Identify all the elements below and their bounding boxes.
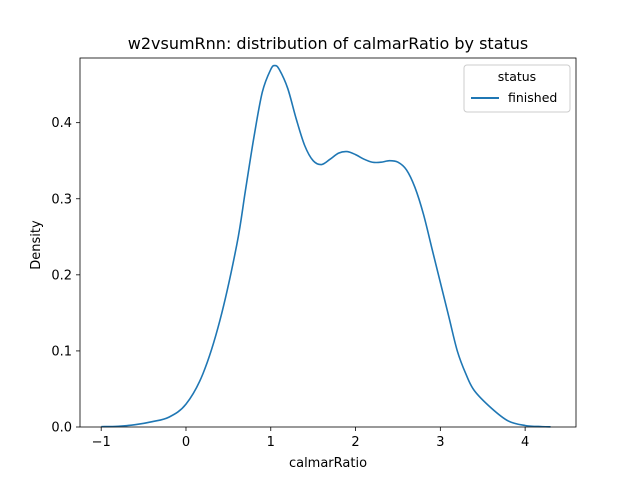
legend-label-finished: finished [508, 90, 557, 105]
legend: status finished [463, 64, 571, 113]
y-tick-label: 0.3 [51, 192, 72, 207]
x-tick-label: 1 [267, 435, 275, 450]
x-axis-ticks: −1 0 1 2 3 4 [92, 427, 529, 450]
x-tick-label: 2 [351, 435, 359, 450]
y-axis-ticks: 0.0 0.1 0.2 0.3 0.4 [51, 116, 80, 436]
density-line-finished [101, 64, 551, 428]
y-tick-label: 0.2 [51, 268, 72, 283]
x-tick-label: 0 [182, 435, 190, 450]
legend-title: status [498, 69, 536, 84]
x-axis-label: calmarRatio [289, 456, 367, 471]
plot-frame [79, 57, 577, 428]
legend-box [463, 64, 571, 113]
y-tick-label: 0.4 [51, 116, 72, 131]
y-axis-label: Density [29, 220, 44, 270]
y-tick-label: 0.1 [51, 344, 72, 359]
x-tick-label: 4 [521, 435, 529, 450]
chart-title: w2vsumRnn: distribution of calmarRatio b… [128, 34, 529, 53]
x-tick-label: 3 [436, 435, 444, 450]
x-tick-label: −1 [92, 435, 111, 450]
y-tick-label: 0.0 [51, 421, 72, 436]
